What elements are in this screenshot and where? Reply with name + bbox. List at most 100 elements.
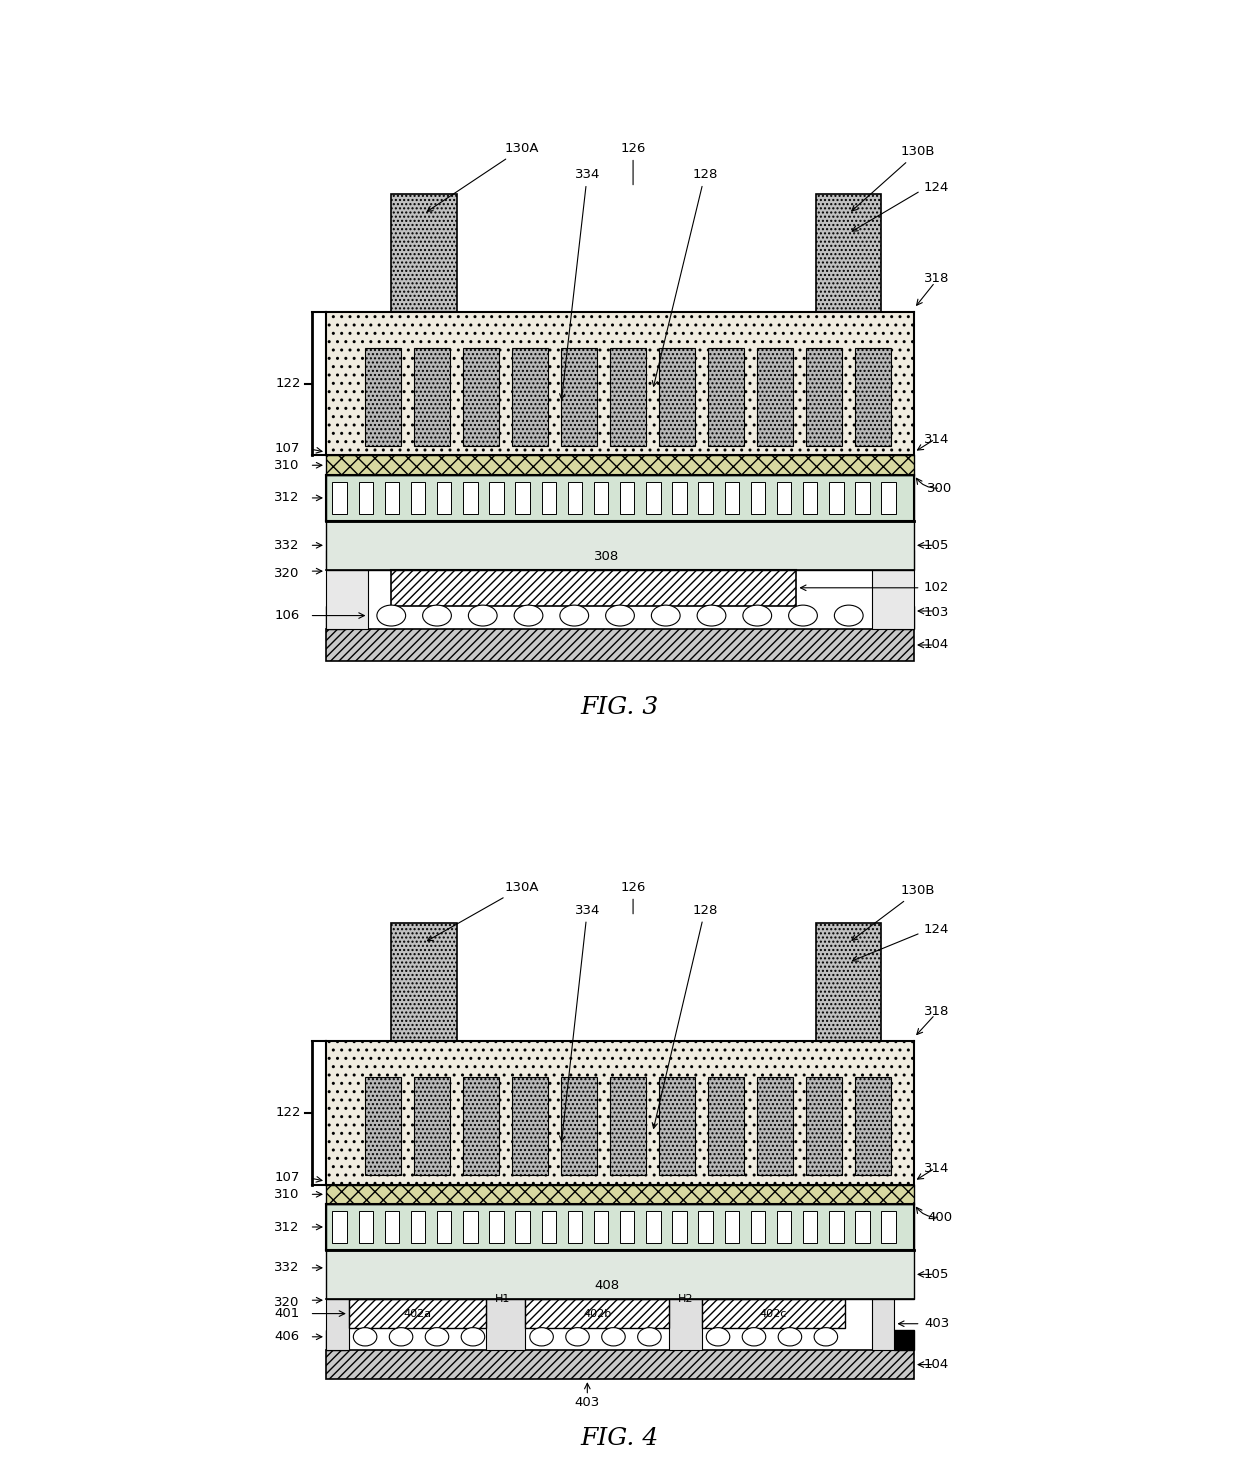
Bar	[348, 1299, 486, 1328]
Text: 130A: 130A	[428, 881, 539, 941]
Bar	[516, 481, 529, 514]
Bar	[568, 481, 582, 514]
Bar	[436, 1211, 451, 1243]
Ellipse shape	[515, 605, 543, 626]
Text: 403: 403	[924, 1317, 949, 1331]
Bar	[392, 194, 456, 312]
Bar	[464, 347, 498, 445]
Bar	[326, 455, 914, 476]
Bar	[512, 1077, 548, 1176]
Bar	[326, 1204, 914, 1250]
Text: 124: 124	[924, 924, 950, 937]
Text: 406: 406	[274, 1331, 300, 1344]
Bar	[562, 1077, 598, 1176]
Bar	[326, 629, 914, 661]
Text: 318: 318	[924, 273, 950, 286]
Bar	[672, 1211, 687, 1243]
Ellipse shape	[469, 605, 497, 626]
Bar	[326, 1185, 914, 1204]
Bar	[414, 1077, 450, 1176]
Bar	[384, 1211, 399, 1243]
Ellipse shape	[529, 1328, 553, 1347]
Bar	[724, 1211, 739, 1243]
Text: 300: 300	[928, 481, 952, 495]
Text: 400: 400	[928, 1211, 952, 1224]
Bar	[365, 1077, 401, 1176]
Bar	[594, 481, 609, 514]
Ellipse shape	[779, 1328, 802, 1347]
Bar	[392, 924, 456, 1040]
Bar	[804, 1211, 817, 1243]
Bar	[414, 347, 450, 445]
Bar	[410, 481, 425, 514]
Text: 105: 105	[924, 538, 950, 552]
Bar	[384, 481, 399, 514]
Text: 102: 102	[924, 581, 950, 594]
Bar	[594, 1211, 609, 1243]
Bar	[758, 347, 794, 445]
Bar	[542, 1211, 556, 1243]
Bar	[464, 1077, 498, 1176]
Text: 122: 122	[275, 1106, 301, 1119]
Text: 122: 122	[275, 376, 301, 390]
Ellipse shape	[425, 1328, 449, 1347]
Bar	[610, 1077, 646, 1176]
Text: 107: 107	[274, 1172, 300, 1185]
Ellipse shape	[605, 605, 635, 626]
Ellipse shape	[815, 1328, 838, 1347]
Ellipse shape	[707, 1328, 730, 1347]
Bar	[660, 1077, 696, 1176]
Bar	[620, 481, 635, 514]
Ellipse shape	[651, 605, 680, 626]
Bar	[750, 1211, 765, 1243]
Bar	[856, 347, 892, 445]
Ellipse shape	[461, 1328, 485, 1347]
Ellipse shape	[743, 1328, 766, 1347]
Text: 124: 124	[924, 181, 950, 194]
Text: 126: 126	[620, 142, 646, 185]
Bar	[670, 1299, 702, 1350]
Bar	[708, 347, 744, 445]
Text: 106: 106	[274, 608, 300, 622]
Bar	[464, 1211, 477, 1243]
Ellipse shape	[835, 605, 863, 626]
Bar	[332, 1211, 347, 1243]
Bar	[856, 1077, 892, 1176]
Bar	[882, 481, 895, 514]
Text: 334: 334	[559, 168, 600, 400]
Text: 402a: 402a	[403, 1309, 432, 1319]
Text: 105: 105	[924, 1268, 950, 1281]
Ellipse shape	[789, 605, 817, 626]
Bar	[326, 1250, 914, 1299]
Ellipse shape	[353, 1328, 377, 1347]
Text: 408: 408	[594, 1280, 620, 1293]
Text: 314: 314	[924, 433, 950, 445]
Text: 320: 320	[274, 566, 300, 579]
Bar	[672, 481, 687, 514]
Text: 312: 312	[274, 492, 300, 505]
Bar	[568, 1211, 582, 1243]
Text: H1: H1	[495, 1294, 510, 1304]
Text: 130A: 130A	[428, 142, 539, 212]
Bar	[646, 1211, 661, 1243]
Text: H2: H2	[677, 1294, 693, 1304]
Bar	[326, 476, 914, 521]
Bar	[804, 481, 817, 514]
Text: 104: 104	[924, 1358, 949, 1371]
Text: 312: 312	[274, 1221, 300, 1233]
Bar	[562, 347, 598, 445]
Text: FIG. 4: FIG. 4	[580, 1427, 660, 1450]
Text: 104: 104	[924, 639, 949, 652]
Text: 128: 128	[652, 168, 718, 387]
Bar	[816, 194, 882, 312]
Bar	[698, 1211, 713, 1243]
Bar	[758, 1077, 794, 1176]
Text: 128: 128	[652, 903, 718, 1128]
Bar	[830, 1211, 843, 1243]
Bar	[326, 550, 368, 629]
Bar	[526, 1299, 670, 1328]
Bar	[620, 1211, 635, 1243]
Bar	[708, 1077, 744, 1176]
Bar	[610, 347, 646, 445]
Text: 103: 103	[924, 605, 950, 619]
